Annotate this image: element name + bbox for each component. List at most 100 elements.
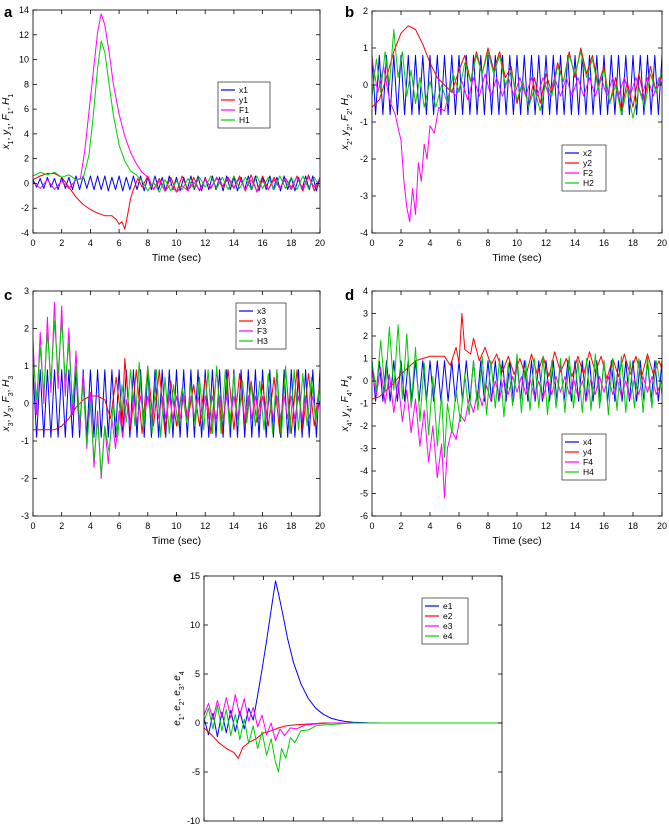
x-tick-label: 18 [286,521,296,531]
series-line-H3 [33,320,320,476]
legend-label-H4: H4 [583,467,594,477]
x-tick-label: 18 [628,521,638,531]
x-tick-label: 10 [512,238,522,248]
y-tick-label: 0 [363,80,368,90]
y-tick-label: -2 [21,203,29,213]
x-tick-label: 16 [599,521,609,531]
series-line-x2 [372,54,662,116]
y-tick-label: -1 [360,399,368,409]
y-tick-label: -10 [187,816,200,826]
y-tick-label: -3 [21,511,29,521]
legend-label-H1: H1 [239,115,250,125]
x-tick-label: 20 [657,521,667,531]
legend-label-x2: x2 [583,148,592,158]
x-tick-label: 12 [200,238,210,248]
y-tick-label: 8 [24,79,29,89]
x-tick-label: 20 [315,521,325,531]
x-tick-label: 6 [117,238,122,248]
x-tick-label: 14 [570,238,580,248]
x-tick-label: 18 [628,238,638,248]
x-tick-label: 12 [541,238,551,248]
y-tick-label: 3 [24,286,29,296]
y-tick-label: -1 [360,117,368,127]
x-tick-label: 8 [145,238,150,248]
y-tick-label: 0 [24,178,29,188]
y-tick-label: 10 [19,55,29,65]
legend-label-x3: x3 [257,306,266,316]
y-axis-label: e1, e2, e3, e4 [172,671,186,726]
panel-letter: b [345,4,354,21]
y-tick-label: -5 [192,767,200,777]
legend-label-F1: F1 [239,105,249,115]
legend-label-x1: x1 [239,85,248,95]
x-tick-label: 8 [485,238,490,248]
x-tick-label: 4 [427,238,432,248]
x-tick-label: 10 [171,521,181,531]
x-axis-label: Time (sec) [152,535,201,547]
y-tick-label: 2 [24,154,29,164]
y-tick-label: 10 [190,620,200,630]
series-line-H2 [372,29,662,119]
y-tick-label: 2 [363,6,368,16]
x-tick-label: 16 [599,238,609,248]
y-tick-label: -2 [360,421,368,431]
x-tick-label: 6 [456,238,461,248]
x-tick-label: 0 [369,521,374,531]
legend-label-F2: F2 [583,168,593,178]
x-tick-label: 8 [145,521,150,531]
legend-label-e1: e1 [443,601,453,611]
y-tick-label: -4 [360,228,368,238]
x-tick-label: 20 [315,238,325,248]
series-group [372,313,662,499]
x-tick-label: 16 [258,238,268,248]
x-tick-label: 14 [229,238,239,248]
legend-label-e2: e2 [443,611,453,621]
plot-frame [371,10,663,234]
plot-frame [32,9,321,234]
series-group [204,580,502,773]
panel-d: d0 2 4 6 8 10 12 14 16 18 20-6-5-4-3-2-101234Time … [340,286,667,547]
x-tick-label: 8 [485,521,490,531]
y-tick-label: 1 [363,354,368,364]
y-tick-label: 4 [363,286,368,296]
panel-a: a 0 2 4 6 8 10 12 14 16 18 20 -4 -2 0 2 4 6 8 10 12 14 Time (s… [1,4,325,264]
x-tick-label: 14 [229,521,239,531]
y-axis-label: x4, y4, F4, H4 [340,376,354,433]
y-tick-label: -6 [360,511,368,521]
y-tick-label: 0 [24,399,29,409]
legend-label-y2: y2 [583,158,592,168]
series-line-F2 [372,59,662,223]
x-tick-label: 10 [171,238,181,248]
panel-letter: d [345,287,354,304]
series-group [33,301,320,479]
y-tick-label: -4 [360,466,368,476]
x-tick-label: 14 [570,521,580,531]
y-tick-label: 6 [24,104,29,114]
x-tick-label: 2 [59,238,64,248]
y-tick-label: 14 [19,5,29,15]
y-tick-label: 3 [363,309,368,319]
y-tick-label: 12 [19,30,29,40]
x-tick-label: 12 [541,521,551,531]
legend-label-H2: H2 [583,178,594,188]
panel-letter: c [4,287,12,304]
panel-letter: a [4,4,13,21]
y-axis-label: x2, y2, F2, H2 [340,94,354,151]
panel-e: e02468101214161820-10-5051015Time (sec)e… [172,569,503,826]
series-line-e4 [204,704,502,773]
x-axis-label: Time (sec) [492,252,541,264]
x-tick-label: 0 [30,521,35,531]
y-tick-label: 4 [24,129,29,139]
x-tick-label: 16 [258,521,268,531]
series-line-y4 [372,313,662,400]
x-tick-label: 6 [117,521,122,531]
y-tick-label: 1 [363,43,368,53]
